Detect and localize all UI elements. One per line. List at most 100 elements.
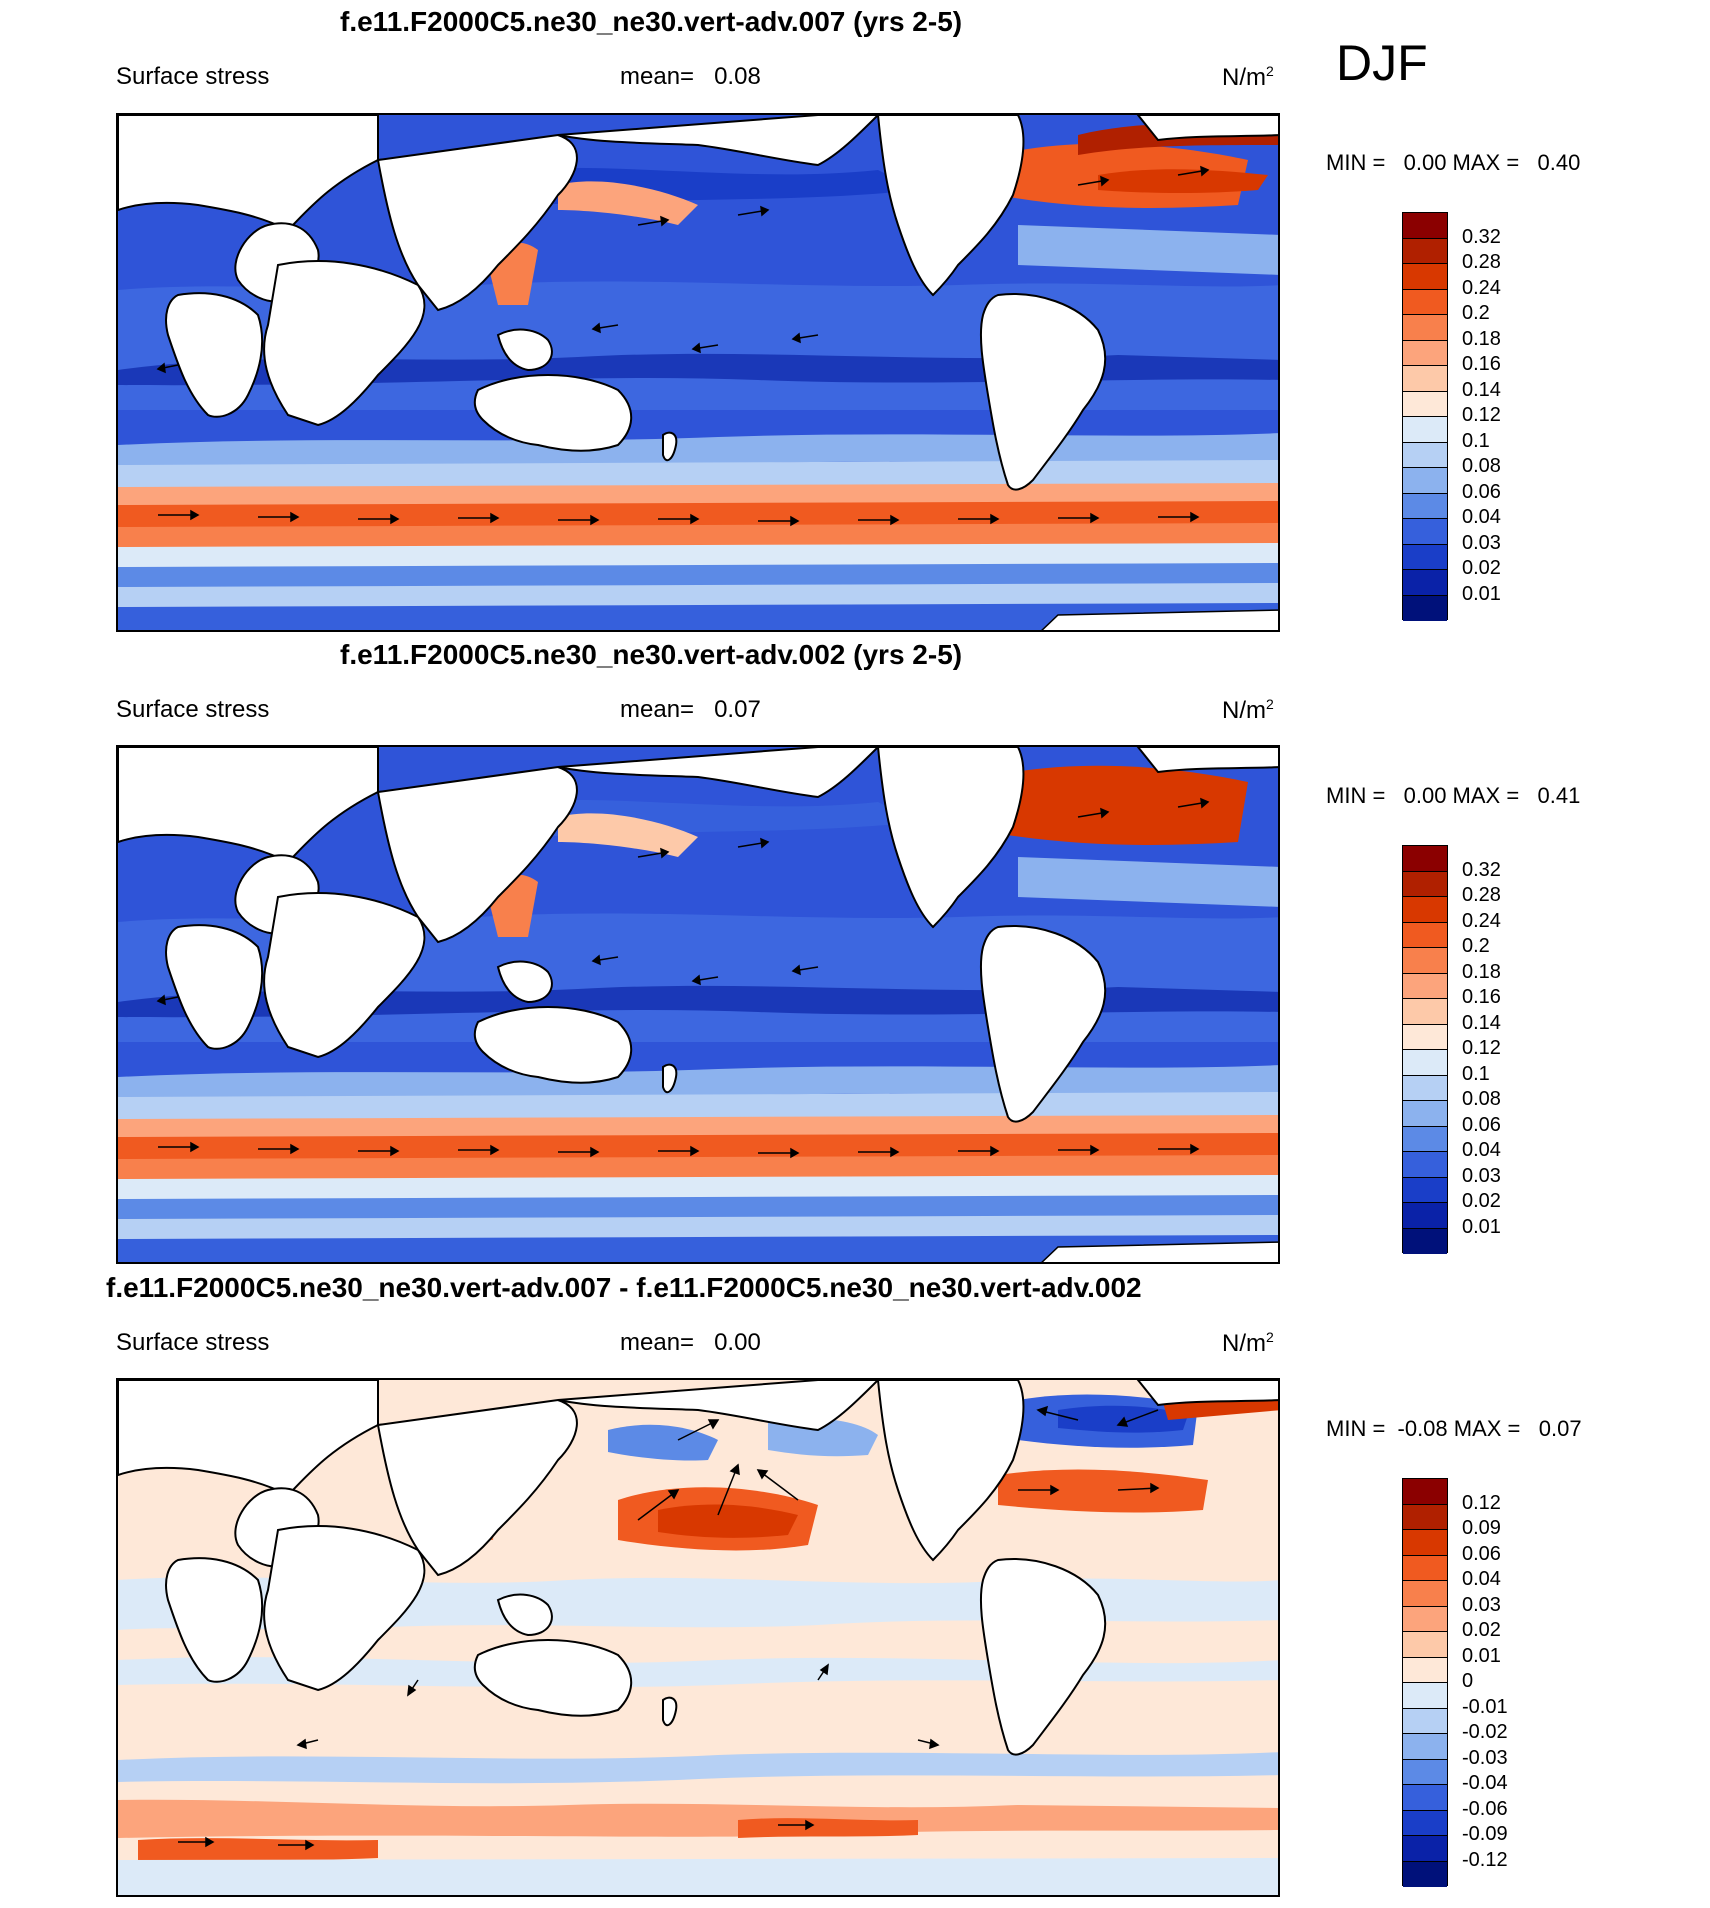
colorbar-tick-label: 0.16 (1462, 986, 1501, 1008)
colorbar-segment (1403, 1050, 1447, 1076)
panel-2-colorbar (1402, 845, 1448, 1254)
colorbar-segment (1403, 948, 1447, 974)
colorbar-segment (1403, 1581, 1447, 1607)
panel-3-units-text: N/m (1222, 1330, 1266, 1357)
panel-3-units-sup: 2 (1266, 1329, 1274, 1345)
panel-2-variable-label: Surface stress (116, 696, 270, 723)
colorbar-tick-label: 0.1 (1462, 1062, 1490, 1085)
colorbar-segment (1403, 1861, 1447, 1887)
panel-2-mean-label: mean= (620, 696, 695, 723)
colorbar-segment (1403, 315, 1447, 341)
colorbar-tick-label: 0.03 (1462, 1164, 1501, 1187)
colorbar-tick-label: 0.03 (1462, 1593, 1501, 1616)
colorbar-tick-label: 0.16 (1462, 353, 1501, 375)
colorbar-segment (1403, 871, 1447, 897)
colorbar-tick-label: 0.08 (1462, 455, 1501, 477)
panel-1-wind-vectors (156, 165, 1210, 527)
colorbar-segment (1403, 289, 1447, 315)
panel-2-map (116, 745, 1280, 1264)
colorbar-tick-label: 0.32 (1462, 225, 1501, 248)
colorbar-tick-label: 0.12 (1462, 1037, 1501, 1059)
colorbar-tick-label: 0.04 (1462, 506, 1501, 528)
colorbar-tick-label: 0.04 (1462, 1139, 1501, 1161)
panel-1-map-svg (118, 115, 1278, 630)
colorbar-tick-label: 0.06 (1462, 1542, 1501, 1565)
panel-2-title: f.e11.F2000C5.ne30_ne30.vert-adv.002 (yr… (340, 639, 963, 670)
colorbar-segment (1403, 999, 1447, 1025)
colorbar-tick-label: -0.02 (1462, 1721, 1508, 1743)
panel-2-units-sup: 2 (1266, 696, 1274, 712)
colorbar-segment (1403, 1075, 1447, 1101)
colorbar-segment (1403, 1810, 1447, 1836)
colorbar-tick-label: 0.06 (1462, 480, 1501, 503)
colorbar-segment (1403, 897, 1447, 923)
colorbar-tick-label: 0.01 (1462, 1215, 1501, 1238)
colorbar-segment (1403, 973, 1447, 999)
colorbar-segment (1403, 391, 1447, 417)
colorbar-tick-label: 0.02 (1462, 1619, 1501, 1641)
panel-1-variable-label: Surface stress (116, 63, 270, 90)
colorbar-segment (1403, 1504, 1447, 1530)
panel-3-title: f.e11.F2000C5.ne30_ne30.vert-adv.007 - f… (106, 1272, 1142, 1303)
panel-1-mean-label: mean= (620, 63, 695, 90)
colorbar-tick-label: 0.04 (1462, 1568, 1501, 1590)
colorbar-segment (1403, 544, 1447, 570)
colorbar-tick-label: 0.14 (1462, 1011, 1501, 1034)
colorbar-segment (1403, 1479, 1447, 1505)
colorbar-segment (1403, 340, 1447, 366)
panel-1-units-sup: 2 (1266, 63, 1274, 79)
colorbar-tick-label: 0.2 (1462, 302, 1490, 324)
colorbar-segment (1403, 417, 1447, 443)
panel-1-units: N/m2 (1222, 63, 1274, 92)
colorbar-tick-label: 0.12 (1462, 1491, 1501, 1514)
panel-2-mean-value: 0.07 (714, 696, 761, 723)
colorbar-segment (1403, 1632, 1447, 1658)
colorbar-tick-label: 0.06 (1462, 1113, 1501, 1136)
panel-3-colorbar (1402, 1478, 1448, 1887)
colorbar-tick-label: 0.28 (1462, 884, 1501, 906)
colorbar-segment (1403, 1734, 1447, 1760)
colorbar-tick-label: 0.24 (1462, 276, 1501, 299)
colorbar-segment (1403, 1708, 1447, 1734)
colorbar-tick-label: 0.18 (1462, 327, 1501, 350)
colorbar-tick-label: 0.32 (1462, 858, 1501, 881)
colorbar-segment (1403, 1024, 1447, 1050)
colorbar-segment (1403, 1203, 1447, 1229)
panel-3-wind-vectors (178, 1405, 1160, 1851)
panel-2-wind-vectors (156, 797, 1210, 1159)
colorbar-tick-label: 0.24 (1462, 909, 1501, 932)
panel-3-mean: mean= 0.00 (620, 1329, 761, 1357)
panel-1-mean: mean= 0.08 (620, 63, 761, 91)
panel-1-minmax: MIN = 0.00 MAX = 0.40 (1326, 150, 1581, 175)
panel-3-variable-label: Surface stress (116, 1329, 270, 1356)
colorbar-tick-label: -0.03 (1462, 1746, 1508, 1769)
colorbar-segment (1403, 1759, 1447, 1785)
panel-3-minmax: MIN = -0.08 MAX = 0.07 (1326, 1416, 1582, 1441)
colorbar-tick-label: 0.03 (1462, 531, 1501, 554)
colorbar-tick-label: 0.08 (1462, 1088, 1501, 1110)
season-label: DJF (1336, 35, 1428, 91)
panel-2-units-text: N/m (1222, 697, 1266, 724)
colorbar-tick-label: 0.18 (1462, 960, 1501, 983)
colorbar-tick-label: 0.02 (1462, 1190, 1501, 1212)
panel-3-mean-value: 0.00 (714, 1329, 761, 1356)
colorbar-segment (1403, 213, 1447, 239)
colorbar-segment (1403, 1228, 1447, 1254)
colorbar-segment (1403, 1530, 1447, 1556)
colorbar-segment (1403, 468, 1447, 494)
colorbar-tick-label: -0.06 (1462, 1797, 1508, 1820)
colorbar-segment (1403, 1836, 1447, 1862)
colorbar-segment (1403, 1606, 1447, 1632)
panel-2-minmax: MIN = 0.00 MAX = 0.41 (1326, 783, 1581, 808)
panel-1-colorbar (1402, 212, 1448, 621)
colorbar-segment (1403, 1555, 1447, 1581)
colorbar-segment (1403, 1683, 1447, 1709)
colorbar-tick-label: 0.1 (1462, 429, 1490, 452)
colorbar-segment (1403, 595, 1447, 621)
colorbar-tick-label: -0.04 (1462, 1772, 1508, 1794)
panel-3-mean-label: mean= (620, 1329, 695, 1356)
panel-1-map (116, 113, 1280, 632)
colorbar-tick-label: 0.12 (1462, 404, 1501, 426)
colorbar-segment (1403, 570, 1447, 596)
colorbar-segment (1403, 493, 1447, 519)
